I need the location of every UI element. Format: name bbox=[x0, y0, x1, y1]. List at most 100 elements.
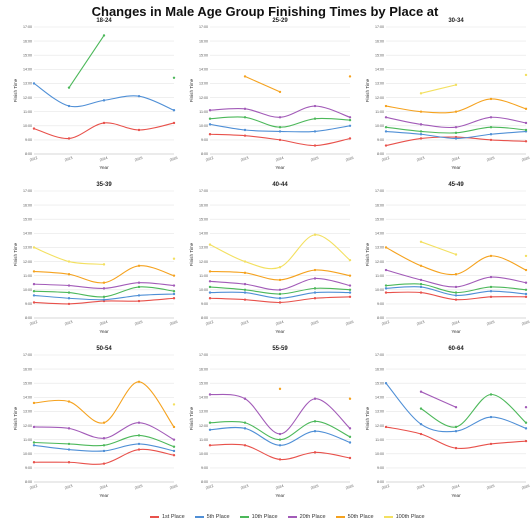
legend: 1st Place 5th Place 10th Place 20th Place 50… bbox=[150, 514, 425, 520]
data-point bbox=[67, 442, 71, 446]
y-tick-label: 8:00 bbox=[377, 152, 384, 156]
data-point bbox=[419, 123, 423, 126]
legend-swatch bbox=[194, 516, 204, 518]
y-tick-label: 11:00 bbox=[23, 274, 32, 278]
data-point bbox=[67, 302, 71, 306]
data-point bbox=[137, 128, 141, 132]
legend-label: 20th Place bbox=[299, 514, 326, 520]
data-point bbox=[489, 97, 493, 101]
data-point bbox=[454, 291, 458, 294]
data-point bbox=[524, 281, 528, 284]
data-point bbox=[243, 107, 247, 111]
data-point bbox=[524, 295, 528, 299]
y-tick-label: 8:00 bbox=[25, 152, 32, 156]
y-tick-label: 11:00 bbox=[199, 438, 208, 442]
y-tick-label: 16:00 bbox=[199, 203, 208, 207]
x-axis-label: Year bbox=[275, 329, 285, 334]
data-point bbox=[454, 253, 458, 256]
data-point bbox=[172, 121, 176, 125]
x-tick-label: 2012 bbox=[381, 320, 390, 326]
y-tick-label: 12:00 bbox=[199, 96, 208, 100]
data-point bbox=[524, 292, 528, 296]
data-point bbox=[524, 439, 528, 443]
series-line-50th-place bbox=[209, 269, 351, 281]
y-tick-label: 13:00 bbox=[23, 410, 32, 414]
data-point bbox=[172, 257, 176, 260]
series-line-20th-place bbox=[420, 391, 457, 408]
x-tick-label: 2016 bbox=[345, 320, 354, 326]
data-point bbox=[102, 449, 106, 453]
data-point bbox=[454, 273, 458, 276]
data-point bbox=[32, 282, 36, 286]
data-point bbox=[102, 287, 106, 290]
data-point bbox=[348, 288, 352, 291]
data-point bbox=[67, 104, 71, 108]
data-point bbox=[102, 462, 106, 465]
data-point bbox=[348, 435, 352, 439]
panel-25-29: 25-29 8:00 9:00 10:00 11:00 12:00 13:00 14:00 15… bbox=[189, 18, 354, 170]
data-point bbox=[524, 406, 528, 409]
y-tick-label: 15:00 bbox=[199, 53, 208, 57]
data-point bbox=[102, 263, 106, 266]
data-point bbox=[489, 442, 493, 446]
x-tick-label: 2012 bbox=[381, 156, 390, 162]
data-point bbox=[384, 291, 388, 294]
x-axis-label: Year bbox=[99, 329, 109, 334]
data-point bbox=[419, 133, 423, 136]
data-point bbox=[489, 295, 493, 299]
data-point bbox=[489, 415, 493, 419]
data-point bbox=[524, 288, 528, 291]
y-tick-label: 10:00 bbox=[375, 288, 384, 292]
series-line-1st-place bbox=[33, 122, 175, 140]
data-point bbox=[32, 82, 36, 85]
y-tick-label: 12:00 bbox=[375, 260, 384, 264]
y-tick-label: 9:00 bbox=[25, 302, 32, 306]
y-tick-label: 17:00 bbox=[375, 25, 384, 29]
data-point bbox=[102, 281, 106, 284]
y-tick-label: 9:00 bbox=[25, 138, 32, 142]
data-point bbox=[348, 397, 352, 400]
x-tick-label: 2016 bbox=[169, 320, 178, 326]
data-point bbox=[172, 284, 176, 287]
data-point bbox=[384, 144, 388, 147]
x-tick-label: 2014 bbox=[99, 156, 108, 162]
data-point bbox=[67, 137, 71, 140]
y-tick-label: 16:00 bbox=[199, 367, 208, 371]
data-point bbox=[419, 291, 423, 294]
y-tick-label: 13:00 bbox=[23, 246, 32, 250]
series-line-100th-place bbox=[420, 84, 457, 94]
y-tick-label: 8:00 bbox=[377, 480, 384, 484]
data-point bbox=[208, 444, 212, 447]
legend-label: 10th Place bbox=[251, 514, 278, 520]
data-point bbox=[208, 280, 212, 283]
data-point bbox=[278, 288, 282, 291]
data-point bbox=[348, 441, 352, 444]
panel-45-49: 45-49 8:00 9:00 10:00 11:00 12:00 13:00 14:00 15… bbox=[365, 182, 530, 334]
panel-title: 25-29 bbox=[272, 18, 288, 24]
panel-60-64: 60-64 8:00 9:00 10:00 11:00 12:00 13:00 14:00 15… bbox=[365, 346, 530, 498]
y-tick-label: 17:00 bbox=[375, 353, 384, 357]
panel-50-54: 50-54 8:00 9:00 10:00 11:00 12:00 13:00 14:00 15… bbox=[13, 346, 178, 498]
data-point bbox=[32, 127, 36, 130]
y-tick-label: 13:00 bbox=[375, 246, 384, 250]
chart-title: Changes in Male Age Group Finishing Time… bbox=[91, 4, 439, 19]
data-point bbox=[278, 458, 282, 461]
panel-title: 60-64 bbox=[448, 346, 464, 352]
y-tick-label: 12:00 bbox=[375, 96, 384, 100]
series-line-50th-place bbox=[385, 246, 527, 276]
y-tick-label: 14:00 bbox=[199, 68, 208, 72]
data-point bbox=[419, 137, 423, 140]
series-line-10th-place bbox=[420, 393, 527, 428]
data-point bbox=[384, 130, 388, 133]
y-tick-label: 14:00 bbox=[375, 232, 384, 236]
legend-swatch bbox=[383, 516, 393, 518]
y-tick-label: 16:00 bbox=[23, 367, 32, 371]
y-tick-label: 17:00 bbox=[199, 25, 208, 29]
y-tick-label: 16:00 bbox=[23, 39, 32, 43]
data-point bbox=[102, 121, 106, 125]
data-point bbox=[208, 285, 212, 289]
y-axis-label: Finish Time bbox=[189, 406, 194, 430]
data-point bbox=[313, 430, 317, 433]
data-point bbox=[278, 292, 282, 296]
y-axis-label: Finish Time bbox=[365, 242, 370, 266]
